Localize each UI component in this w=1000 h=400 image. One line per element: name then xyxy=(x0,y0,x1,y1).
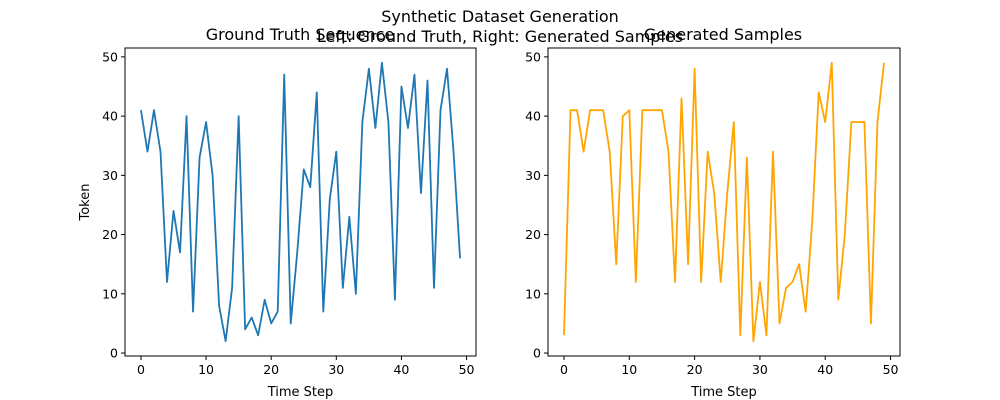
generated-samples-y-tick-label: 10 xyxy=(525,286,541,301)
ground-truth-x-tick-label: 0 xyxy=(137,362,145,377)
ground-truth-x-tick-label: 30 xyxy=(328,362,344,377)
ground-truth-y-tick-label: 30 xyxy=(102,168,118,183)
ground-truth-axes: Ground Truth Sequence 0 10 20 30 40 50 0 10 20 30… xyxy=(78,25,477,400)
generated-samples-series-line xyxy=(563,61,885,343)
generated-samples-x-tick-label: 30 xyxy=(752,362,768,377)
ground-truth-y-axis-label: Token xyxy=(78,184,93,222)
ground-truth-y-tick-label: 50 xyxy=(102,49,118,64)
generated-samples-plot-frame xyxy=(547,47,901,357)
ground-truth-x-axis-label: Time Step xyxy=(267,385,334,400)
ground-truth-x-tick-label: 40 xyxy=(393,362,409,377)
ground-truth-x-tick-label: 50 xyxy=(459,362,475,377)
generated-samples-y-tick-label: 20 xyxy=(525,227,541,242)
generated-samples-x-tick-label: 40 xyxy=(817,362,833,377)
ground-truth-series-line xyxy=(140,61,461,343)
generated-samples-x-tick-label: 20 xyxy=(687,362,703,377)
generated-samples-x-axis-label: Time Step xyxy=(690,385,757,400)
generated-samples-x-tick-label: 50 xyxy=(883,362,899,377)
generated-samples-y-tick-label: 40 xyxy=(525,109,541,124)
ground-truth-y-tick-label: 10 xyxy=(102,286,118,301)
generated-samples-y-tick-label: 30 xyxy=(525,168,541,183)
ground-truth-y-tick-label: 0 xyxy=(110,346,118,361)
ground-truth-y-tick-label: 40 xyxy=(102,109,118,124)
ground-truth-title: Ground Truth Sequence xyxy=(206,25,395,44)
generated-samples-y-tick-label: 50 xyxy=(525,49,541,64)
ground-truth-y-tick-label: 20 xyxy=(102,227,118,242)
generated-samples-axes: Generated Samples 0 10 20 30 40 50 0 10 20 30 40 50… xyxy=(525,25,901,400)
generated-samples-y-tick-label: 0 xyxy=(533,346,541,361)
generated-samples-x-tick-label: 0 xyxy=(560,362,568,377)
ground-truth-x-tick-label: 20 xyxy=(263,362,279,377)
figure-suptitle-line-1: Synthetic Dataset Generation xyxy=(381,7,619,26)
ground-truth-x-tick-label: 10 xyxy=(198,362,214,377)
generated-samples-title: Generated Samples xyxy=(644,25,802,44)
ground-truth-plot-frame xyxy=(124,47,477,357)
figure-suptitle-line-2: Left: Ground Truth, Right: Generated Sam… xyxy=(317,27,683,46)
generated-samples-x-tick-label: 10 xyxy=(621,362,637,377)
